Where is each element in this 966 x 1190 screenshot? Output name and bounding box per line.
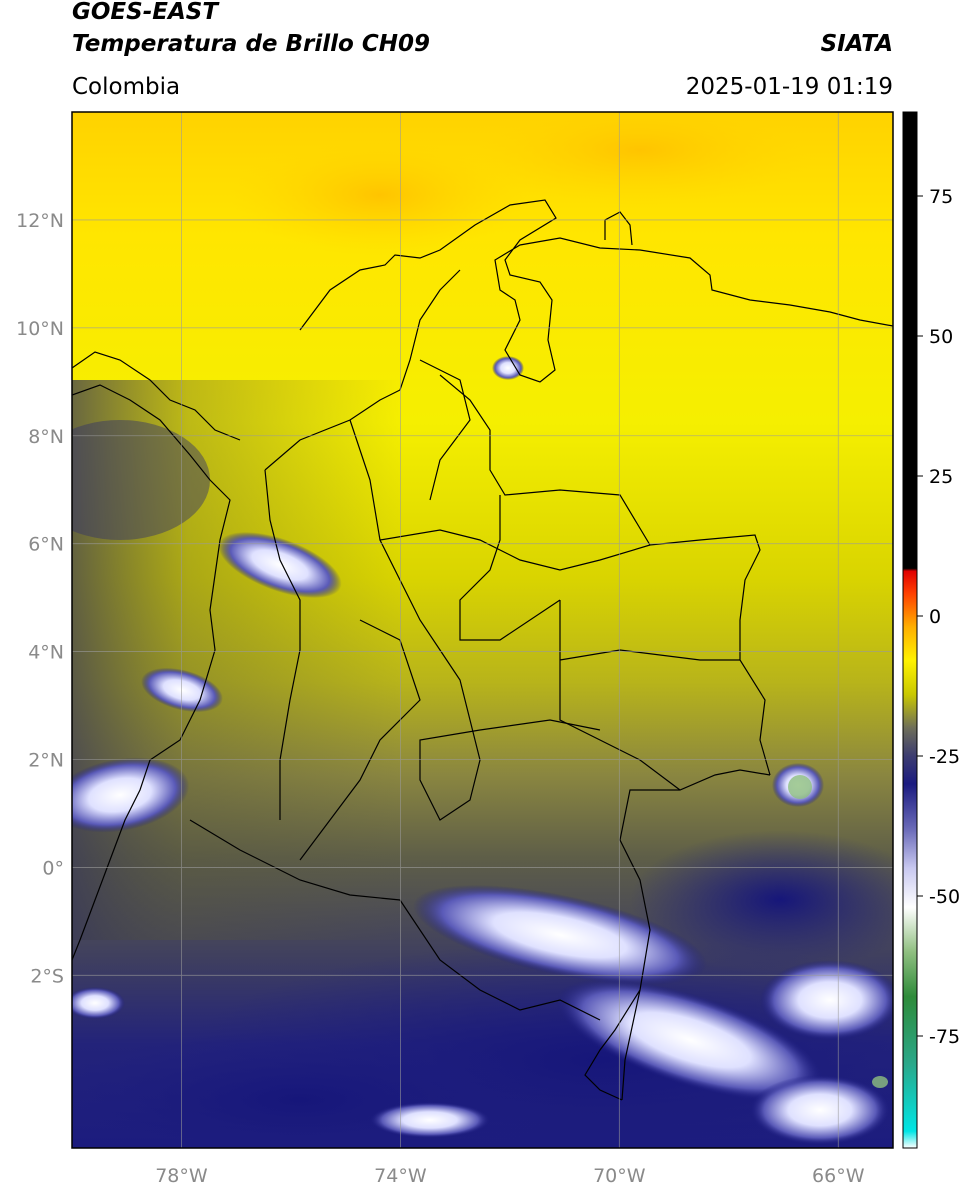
latitude-label: 4°N: [28, 642, 64, 664]
latitude-label: 10°N: [16, 318, 64, 340]
map-gridlines: [72, 112, 893, 1148]
venezuela-brazil-border: [559, 600, 740, 791]
colorbar-tick-label: -50: [929, 886, 960, 908]
colorbar: [903, 112, 917, 1148]
longitude-labels: 78°W 74°W 70°W 66°W: [155, 1165, 864, 1187]
latitude-labels: 12°N 10°N 8°N 6°N 4°N 2°N 0° 2°S: [16, 210, 64, 987]
colorbar-tick-label: 25: [929, 466, 953, 488]
longitude-label: 78°W: [155, 1165, 208, 1187]
product-title: Temperatura de Brillo CH09: [72, 31, 430, 57]
map-frame: [71, 111, 894, 1149]
colombia-southern-border: [619, 769, 771, 1101]
latitude-label: 2°N: [28, 750, 64, 772]
timestamp-label: 2025-01-19 01:19: [685, 74, 893, 100]
latitude-label: 8°N: [28, 426, 64, 448]
longitude-label: 74°W: [374, 1165, 427, 1187]
latitude-label: 12°N: [16, 210, 64, 232]
department-borders-2: [349, 419, 601, 821]
longitude-label: 70°W: [593, 1165, 646, 1187]
region-label: Colombia: [72, 74, 181, 100]
longitude-label: 66°W: [812, 1165, 865, 1187]
department-borders-4: [419, 359, 561, 641]
colorbar-frame: [902, 111, 918, 1149]
colorbar-tick-label: -75: [929, 1026, 960, 1048]
guajira-peninsula: [604, 211, 633, 246]
colorbar-tick-label: 50: [929, 326, 953, 348]
temperature-raster: [72, 112, 893, 1148]
satellite-title: GOES-EAST: [72, 0, 219, 25]
caribbean-coastline: [299, 199, 893, 383]
latitude-label: 6°N: [28, 534, 64, 556]
latitude-label: 2°S: [30, 965, 64, 987]
colorbar-ticks: 75 50 25 0 -25 -50 -75: [917, 186, 960, 1048]
colorbar-tick-label: -25: [929, 746, 960, 768]
colombia-ecuador-peru-border: [189, 819, 601, 1021]
colombia-eastern-border: [439, 374, 771, 776]
brand-label: SIATA: [820, 31, 893, 57]
latitude-label: 0°: [42, 857, 64, 879]
colorbar-tick-label: 0: [929, 606, 941, 628]
pacific-coastline: [72, 384, 231, 961]
panama-coast: [72, 351, 241, 441]
colorbar-tick-label: 75: [929, 186, 953, 208]
